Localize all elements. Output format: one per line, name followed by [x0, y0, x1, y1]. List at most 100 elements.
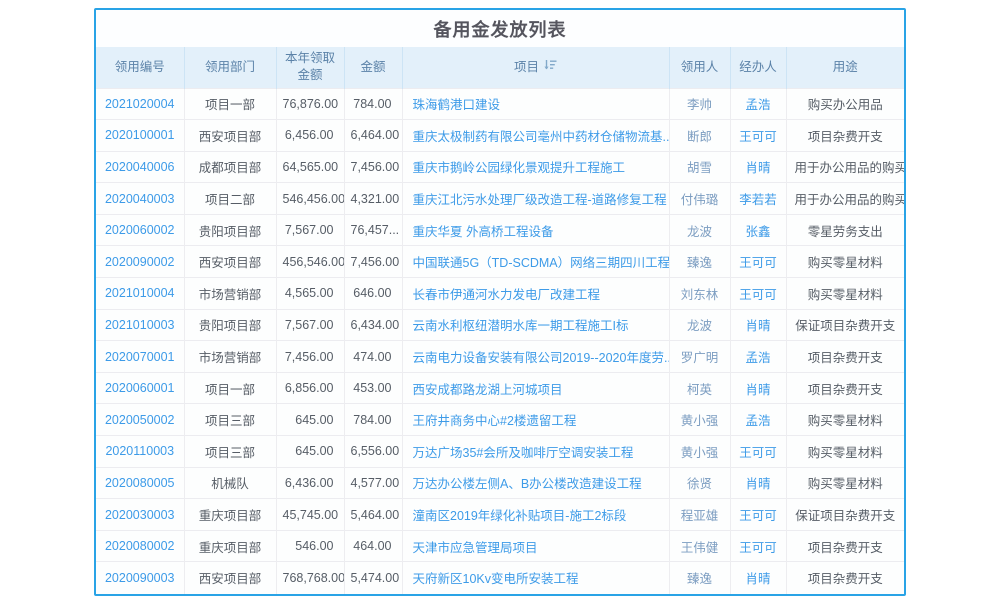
- cell-project[interactable]: 潼南区2019年绿化补贴项目-施工2标段: [401, 498, 669, 531]
- requisition-id-link[interactable]: 2020030003: [104, 507, 175, 522]
- cell-project[interactable]: 王府井商务中心#2楼遗留工程: [401, 403, 669, 436]
- cell-recipient[interactable]: 臻逸: [668, 561, 730, 594]
- handler-link[interactable]: 王可可: [739, 256, 777, 271]
- project-link[interactable]: 重庆华夏 外高桥工程设备: [412, 224, 554, 239]
- cell-handler[interactable]: 肖晴: [729, 308, 786, 341]
- recipient-link[interactable]: 臻逸: [686, 572, 712, 587]
- handler-link[interactable]: 肖晴: [745, 572, 771, 587]
- recipient-link[interactable]: 龙波: [686, 224, 712, 239]
- cell-handler[interactable]: 肖晴: [729, 561, 786, 594]
- cell-project[interactable]: 天府新区10Kv变电所安装工程: [401, 561, 669, 594]
- cell-handler[interactable]: 张鑫: [729, 213, 786, 246]
- recipient-link[interactable]: 刘东林: [680, 287, 719, 302]
- cell-recipient[interactable]: 龙波: [668, 213, 730, 246]
- cell-recipient[interactable]: 黄小强: [668, 403, 730, 436]
- requisition-id-link[interactable]: 2020090002: [104, 254, 175, 269]
- recipient-link[interactable]: 徐贤: [686, 477, 712, 492]
- cell-recipient[interactable]: 龙波: [668, 308, 730, 341]
- cell-recipient[interactable]: 程亚雄: [668, 498, 730, 531]
- recipient-link[interactable]: 柯英: [686, 382, 712, 397]
- recipient-link[interactable]: 李帅: [686, 98, 712, 113]
- cell-handler[interactable]: 孟浩: [729, 87, 786, 120]
- cell-recipient[interactable]: 断郎: [668, 119, 730, 152]
- cell-requisition-id[interactable]: 2020040006: [96, 150, 184, 183]
- requisition-id-link[interactable]: 2020070001: [104, 349, 175, 364]
- cell-handler[interactable]: 肖晴: [729, 150, 786, 183]
- cell-requisition-id[interactable]: 2021010004: [96, 277, 184, 310]
- handler-link[interactable]: 肖晴: [745, 477, 771, 492]
- recipient-link[interactable]: 断郎: [686, 129, 712, 144]
- requisition-id-link[interactable]: 2021010003: [104, 317, 175, 332]
- recipient-link[interactable]: 黄小强: [680, 414, 719, 429]
- requisition-id-link[interactable]: 2021010004: [104, 286, 175, 301]
- requisition-id-link[interactable]: 2020090003: [104, 570, 175, 585]
- recipient-link[interactable]: 王伟健: [680, 540, 719, 555]
- cell-recipient[interactable]: 王伟健: [668, 529, 730, 562]
- cell-requisition-id[interactable]: 2020040003: [96, 182, 184, 215]
- requisition-id-link[interactable]: 2020110003: [105, 444, 175, 459]
- cell-handler[interactable]: 王可可: [729, 119, 786, 152]
- recipient-link[interactable]: 黄小强: [680, 445, 719, 460]
- handler-link[interactable]: 王可可: [739, 129, 777, 144]
- recipient-link[interactable]: 程亚雄: [680, 509, 719, 524]
- cell-project[interactable]: 重庆华夏 外高桥工程设备: [401, 213, 669, 246]
- cell-handler[interactable]: 肖晴: [729, 371, 786, 404]
- cell-project[interactable]: 珠海鹤港口建设: [401, 87, 669, 120]
- cell-requisition-id[interactable]: 2020030003: [96, 498, 184, 531]
- cell-requisition-id[interactable]: 2020110003: [96, 435, 184, 468]
- handler-link[interactable]: 张鑫: [745, 224, 771, 239]
- project-link[interactable]: 云南电力设备安装有限公司2019--2020年度劳...: [412, 351, 670, 366]
- cell-project[interactable]: 重庆市鹅岭公园绿化景观提升工程施工: [401, 150, 669, 183]
- handler-link[interactable]: 王可可: [739, 445, 777, 460]
- cell-handler[interactable]: 王可可: [729, 435, 786, 468]
- project-link[interactable]: 王府井商务中心#2楼遗留工程: [412, 414, 577, 429]
- cell-recipient[interactable]: 柯英: [668, 371, 730, 404]
- requisition-id-link[interactable]: 2020060001: [104, 381, 175, 396]
- project-link[interactable]: 万达广场35#会所及咖啡厅空调安装工程: [412, 445, 634, 460]
- cell-handler[interactable]: 肖晴: [729, 466, 786, 499]
- cell-recipient[interactable]: 臻逸: [668, 245, 730, 278]
- requisition-id-link[interactable]: 2020080005: [104, 475, 175, 490]
- project-link[interactable]: 云南水利枢纽潜明水库一期工程施工I标: [412, 319, 629, 334]
- cell-requisition-id[interactable]: 2021010003: [96, 308, 184, 341]
- cell-handler[interactable]: 王可可: [729, 277, 786, 310]
- project-link[interactable]: 长春市伊通河水力发电厂改建工程: [412, 287, 601, 302]
- handler-link[interactable]: 肖晴: [745, 161, 771, 176]
- cell-recipient[interactable]: 徐贤: [668, 466, 730, 499]
- cell-requisition-id[interactable]: 2020060001: [96, 371, 184, 404]
- recipient-link[interactable]: 臻逸: [686, 256, 712, 271]
- cell-recipient[interactable]: 黄小强: [668, 435, 730, 468]
- handler-link[interactable]: 王可可: [739, 509, 777, 524]
- project-link[interactable]: 重庆市鹅岭公园绿化景观提升工程施工: [412, 161, 626, 176]
- handler-link[interactable]: 孟浩: [745, 98, 771, 113]
- cell-project[interactable]: 重庆太极制药有限公司亳州中药材仓储物流基...: [401, 119, 670, 152]
- project-link[interactable]: 天津市应急管理局项目: [412, 540, 538, 555]
- cell-recipient[interactable]: 李帅: [668, 87, 730, 120]
- cell-recipient[interactable]: 付伟璐: [668, 182, 730, 215]
- recipient-link[interactable]: 付伟璐: [680, 193, 719, 208]
- requisition-id-link[interactable]: 2020040003: [104, 191, 175, 206]
- handler-link[interactable]: 肖晴: [745, 382, 771, 397]
- requisition-id-link[interactable]: 2020060002: [104, 223, 175, 238]
- cell-requisition-id[interactable]: 2020080002: [96, 529, 184, 562]
- cell-project[interactable]: 重庆江北污水处理厂级改造工程-道路修复工程: [401, 182, 669, 215]
- cell-project[interactable]: 西安成都路龙湖上河城项目: [401, 371, 669, 404]
- recipient-link[interactable]: 胡雪: [686, 161, 712, 176]
- requisition-id-link[interactable]: 2020100001: [104, 128, 175, 143]
- project-link[interactable]: 重庆太极制药有限公司亳州中药材仓储物流基...: [412, 129, 670, 144]
- cell-recipient[interactable]: 胡雪: [668, 150, 730, 183]
- handler-link[interactable]: 肖晴: [745, 319, 771, 334]
- project-link[interactable]: 重庆江北污水处理厂级改造工程-道路修复工程: [412, 193, 667, 208]
- cell-handler[interactable]: 孟浩: [729, 403, 786, 436]
- cell-requisition-id[interactable]: 2020070001: [96, 340, 184, 373]
- cell-recipient[interactable]: 刘东林: [668, 277, 730, 310]
- recipient-link[interactable]: 龙波: [686, 319, 712, 334]
- requisition-id-link[interactable]: 2021020004: [104, 96, 175, 111]
- cell-requisition-id[interactable]: 2020060002: [96, 213, 184, 246]
- cell-project[interactable]: 中国联通5G（TD-SCDMA）网络三期四川工程: [401, 245, 669, 278]
- handler-link[interactable]: 李若若: [739, 193, 777, 208]
- cell-requisition-id[interactable]: 2020100001: [96, 119, 184, 152]
- project-link[interactable]: 潼南区2019年绿化补贴项目-施工2标段: [412, 509, 627, 524]
- cell-requisition-id[interactable]: 2020090003: [96, 561, 184, 594]
- recipient-link[interactable]: 罗广明: [680, 351, 719, 366]
